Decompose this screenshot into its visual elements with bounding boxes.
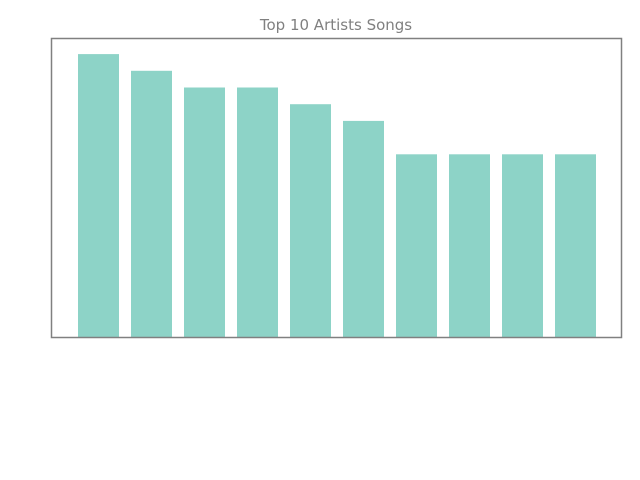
bar-5 <box>290 104 331 338</box>
bar-10 <box>555 154 596 338</box>
bar-2 <box>131 70 172 339</box>
bar-3 <box>184 87 225 338</box>
bar-7 <box>396 154 437 338</box>
bar-1 <box>78 54 119 338</box>
bar-4 <box>237 87 278 338</box>
chart-title: Top 10 Artists Songs <box>259 16 412 34</box>
bar-6 <box>343 120 384 339</box>
bars-group <box>78 54 596 339</box>
bar-9 <box>502 154 543 338</box>
plot-frame <box>50 37 623 339</box>
bar-8 <box>449 154 490 338</box>
